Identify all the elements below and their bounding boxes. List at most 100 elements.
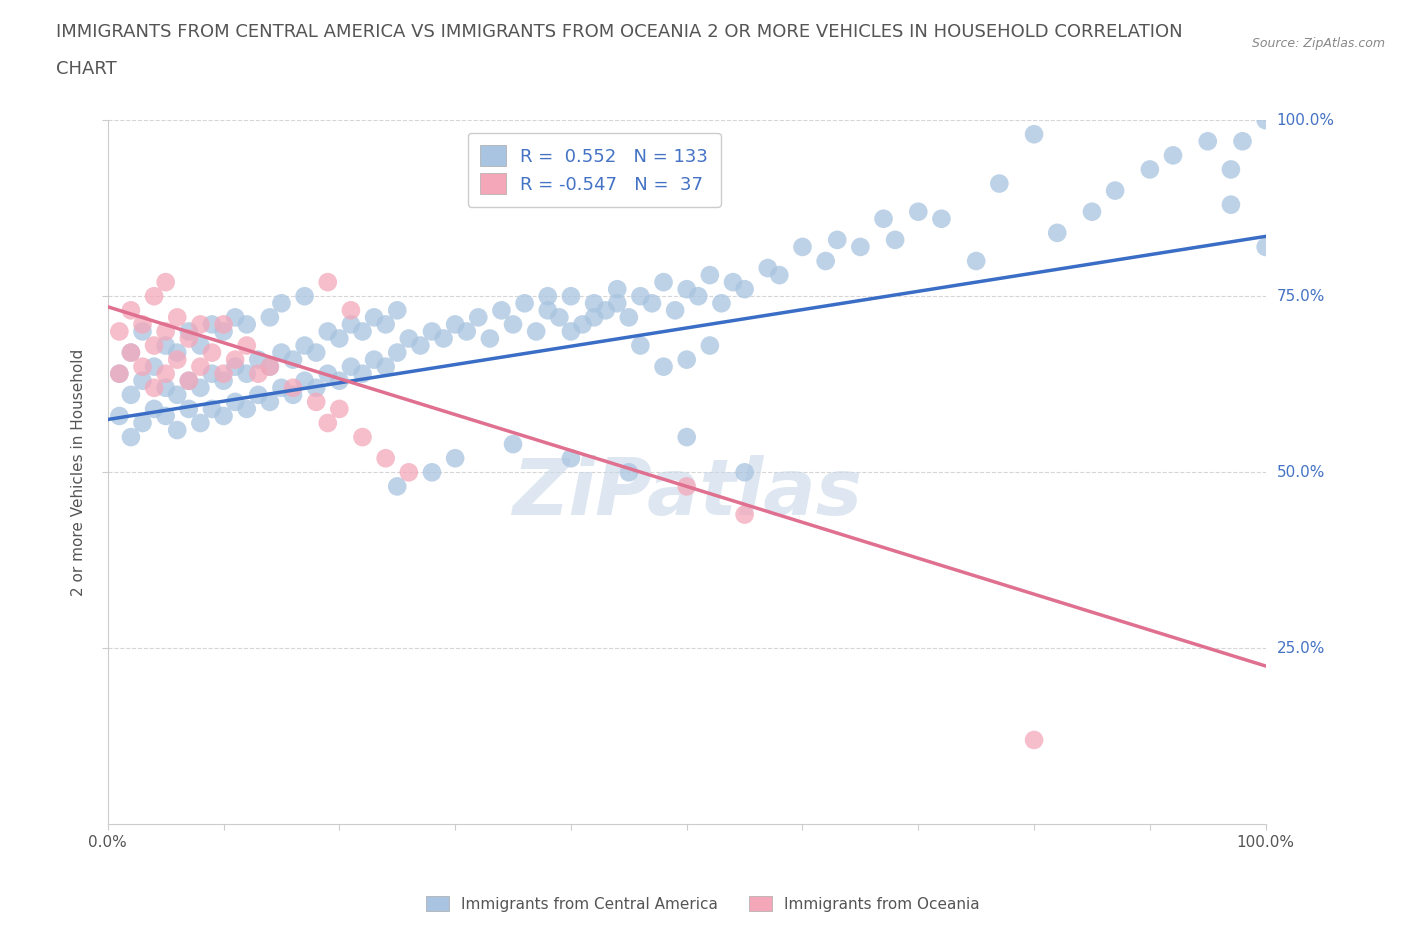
Point — [120, 303, 142, 318]
Y-axis label: 2 or more Vehicles in Household: 2 or more Vehicles in Household — [72, 349, 86, 596]
Point — [374, 451, 396, 466]
Point — [617, 465, 640, 480]
Point — [155, 380, 177, 395]
Point — [420, 465, 443, 480]
Text: 50.0%: 50.0% — [1277, 465, 1324, 480]
Point — [316, 366, 339, 381]
Point — [131, 317, 153, 332]
Point — [259, 359, 281, 374]
Point — [155, 324, 177, 339]
Point — [374, 359, 396, 374]
Point — [792, 240, 814, 255]
Point — [688, 289, 710, 304]
Point — [177, 324, 200, 339]
Point — [537, 289, 560, 304]
Point — [235, 402, 257, 417]
Point — [1139, 162, 1161, 177]
Point — [1197, 134, 1219, 149]
Text: 75.0%: 75.0% — [1277, 288, 1324, 304]
Point — [675, 282, 697, 297]
Point — [259, 310, 281, 325]
Point — [108, 366, 131, 381]
Point — [491, 303, 513, 318]
Point — [734, 465, 756, 480]
Point — [571, 317, 593, 332]
Text: ZiPatlas: ZiPatlas — [512, 456, 862, 531]
Point — [328, 331, 350, 346]
Point — [444, 317, 467, 332]
Point — [387, 303, 409, 318]
Point — [108, 324, 131, 339]
Point — [190, 380, 212, 395]
Point — [340, 317, 363, 332]
Point — [560, 324, 582, 339]
Point — [849, 240, 872, 255]
Point — [155, 366, 177, 381]
Point — [305, 380, 328, 395]
Point — [409, 339, 432, 353]
Point — [583, 310, 606, 325]
Point — [235, 339, 257, 353]
Point — [595, 303, 617, 318]
Point — [247, 366, 270, 381]
Text: 100.0%: 100.0% — [1277, 113, 1334, 127]
Point — [768, 268, 790, 283]
Point — [166, 388, 188, 403]
Point — [664, 303, 686, 318]
Point — [387, 345, 409, 360]
Point — [988, 176, 1011, 191]
Point — [316, 416, 339, 431]
Point — [143, 339, 166, 353]
Point — [756, 260, 779, 275]
Point — [478, 331, 501, 346]
Text: Source: ZipAtlas.com: Source: ZipAtlas.com — [1251, 37, 1385, 50]
Point — [965, 254, 987, 269]
Point — [143, 359, 166, 374]
Point — [212, 366, 235, 381]
Point — [374, 317, 396, 332]
Point — [190, 317, 212, 332]
Point — [120, 345, 142, 360]
Point — [710, 296, 733, 311]
Point — [166, 422, 188, 437]
Point — [247, 388, 270, 403]
Point — [201, 317, 224, 332]
Point — [294, 289, 316, 304]
Point — [212, 317, 235, 332]
Point — [872, 211, 894, 226]
Point — [907, 205, 929, 219]
Point — [513, 296, 536, 311]
Point — [467, 310, 489, 325]
Point — [524, 324, 547, 339]
Point — [1254, 113, 1277, 127]
Point — [628, 289, 651, 304]
Point — [166, 310, 188, 325]
Point — [328, 373, 350, 388]
Point — [235, 317, 257, 332]
Point — [177, 373, 200, 388]
Text: IMMIGRANTS FROM CENTRAL AMERICA VS IMMIGRANTS FROM OCEANIA 2 OR MORE VEHICLES IN: IMMIGRANTS FROM CENTRAL AMERICA VS IMMIG… — [56, 23, 1182, 41]
Point — [699, 268, 721, 283]
Point — [212, 373, 235, 388]
Point — [884, 232, 907, 247]
Point — [155, 274, 177, 289]
Point — [259, 394, 281, 409]
Point — [1022, 126, 1045, 141]
Point — [247, 352, 270, 367]
Point — [294, 339, 316, 353]
Point — [120, 388, 142, 403]
Point — [699, 339, 721, 353]
Point — [398, 331, 420, 346]
Point — [560, 289, 582, 304]
Point — [502, 437, 524, 452]
Point — [328, 402, 350, 417]
Point — [281, 388, 304, 403]
Point — [270, 380, 292, 395]
Point — [1219, 197, 1241, 212]
Point — [606, 282, 628, 297]
Point — [131, 359, 153, 374]
Point — [352, 366, 374, 381]
Point — [143, 289, 166, 304]
Point — [224, 359, 246, 374]
Point — [537, 303, 560, 318]
